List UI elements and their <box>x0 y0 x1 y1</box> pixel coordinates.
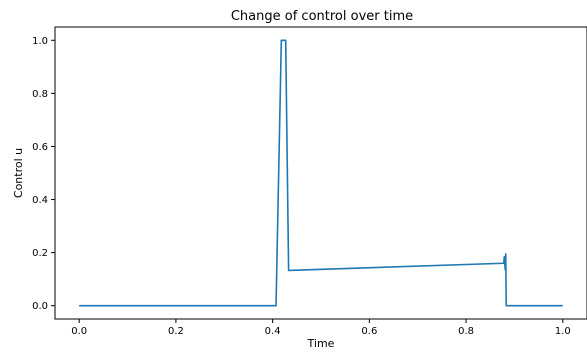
plot-area-frame <box>54 26 587 320</box>
series-line-0 <box>79 39 563 307</box>
y-tick-label: 0.2 <box>32 248 48 259</box>
x-axis: 0.0 0.2 0.4 0.6 0.8 1.0 <box>71 319 571 337</box>
series-group <box>79 39 563 307</box>
y-tick-label: 0.6 <box>32 142 48 153</box>
y-tick-label: 1.0 <box>32 36 48 47</box>
x-tick-label: 0.0 <box>71 326 87 337</box>
chart-title: Change of control over time <box>231 9 413 24</box>
x-tick-label: 0.4 <box>265 326 281 337</box>
x-tick-label: 0.6 <box>361 326 377 337</box>
y-tick-label: 0.0 <box>32 301 48 312</box>
x-axis-label: Time <box>307 337 335 350</box>
y-axis-label: Control u <box>12 148 25 198</box>
x-tick-label: 0.2 <box>168 326 184 337</box>
x-tick-label: 0.8 <box>458 326 474 337</box>
x-tick-label: 1.0 <box>555 326 571 337</box>
y-tick-label: 0.4 <box>32 195 48 206</box>
y-tick-label: 0.8 <box>32 89 48 100</box>
y-axis: 0.0 0.2 0.4 0.6 0.8 1.0 <box>32 36 55 312</box>
